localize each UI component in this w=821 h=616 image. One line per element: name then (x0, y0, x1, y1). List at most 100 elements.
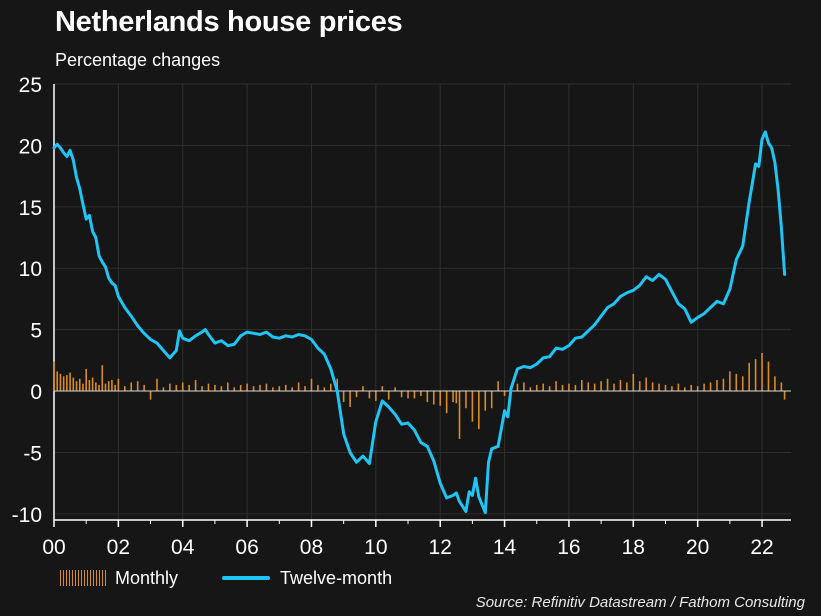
monthly-bar (696, 386, 699, 392)
y-tick-label: 15 (19, 197, 42, 220)
x-tick-label: 06 (235, 536, 258, 559)
monthly-bar (265, 383, 268, 392)
monthly-bar (169, 383, 171, 392)
twelve-month-line (52, 130, 787, 515)
x-tick-label: 02 (107, 536, 130, 559)
monthly-bar (658, 383, 660, 392)
monthly-bar (342, 391, 345, 403)
monthly-bar (101, 365, 104, 392)
monthly-bar (124, 386, 126, 392)
monthly-bar (252, 386, 255, 392)
monthly-bar (455, 391, 458, 404)
monthly-bar (233, 387, 236, 392)
monthly-bar (703, 383, 705, 392)
monthly-bar (426, 391, 429, 403)
monthly-bar (368, 391, 371, 399)
legend-item-twelve-month: Twelve-month (222, 568, 392, 589)
monthly-bar (130, 382, 133, 392)
monthly-bar (780, 382, 783, 392)
line-swatch-icon (222, 576, 271, 580)
monthly-bar (387, 391, 390, 400)
monthly-bar (117, 378, 120, 392)
monthly-bar (709, 382, 712, 392)
monthly-bar (400, 391, 403, 398)
x-tick-label: 20 (686, 536, 709, 559)
monthly-bar (465, 391, 467, 409)
y-tick-label: -10 (12, 504, 42, 527)
monthly-bar (587, 382, 590, 392)
monthly-bar (542, 383, 544, 392)
monthly-bar (407, 391, 409, 399)
source-note: Source: Refinitiv Datastream / Fathom Co… (475, 594, 805, 611)
monthly-bar (194, 379, 197, 392)
x-tick-label: 04 (171, 536, 195, 559)
monthly-bar (452, 391, 454, 403)
monthly-bar (104, 383, 107, 392)
monthly-bar (75, 381, 78, 392)
monthly-bar (66, 375, 68, 392)
monthly-bar (310, 378, 313, 392)
monthly-bar (214, 384, 216, 392)
monthly-bar (239, 384, 242, 392)
monthly-bar (149, 391, 152, 400)
monthly-bar (111, 379, 113, 392)
monthly-bar (91, 377, 94, 392)
monthly-bar (220, 386, 223, 392)
monthly-bar (181, 382, 184, 392)
x-tick-label: 00 (42, 536, 65, 559)
monthly-bar (626, 382, 628, 392)
x-tick-label: 12 (429, 536, 452, 559)
monthly-bar (98, 384, 100, 392)
monthly-bar (175, 384, 178, 392)
monthly-bar (664, 384, 667, 392)
monthly-bar (561, 384, 564, 392)
monthly-bars-swatch-icon (60, 570, 107, 586)
monthly-bar (336, 378, 339, 392)
monthly-bar (413, 391, 416, 399)
monthly-bar (754, 359, 757, 392)
legend-label-monthly: Monthly (115, 567, 179, 588)
monthly-bar (606, 378, 609, 392)
monthly-bar (593, 383, 596, 392)
monthly-bar (471, 391, 474, 422)
x-tick-label: 16 (557, 536, 580, 559)
monthly-bar (535, 384, 538, 392)
monthly-bar (638, 381, 641, 392)
monthly-bar (729, 371, 731, 392)
monthly-bar (741, 376, 744, 392)
monthly-bar (78, 378, 81, 392)
monthly-bar (735, 373, 738, 392)
monthly-bar (548, 386, 551, 392)
monthly-bar (478, 391, 480, 430)
monthly-bar (82, 383, 84, 392)
monthly-bar (600, 381, 602, 392)
chart-title: Netherlands house prices (55, 6, 403, 38)
x-tick-label: 08 (300, 536, 323, 559)
monthly-bar (317, 384, 319, 392)
monthly-bar (375, 391, 377, 401)
y-tick-label: 5 (30, 320, 42, 343)
monthly-bar (484, 391, 487, 411)
y-tick-label: 10 (19, 258, 42, 281)
monthly-bar (59, 373, 62, 392)
monthly-bar (162, 387, 165, 392)
monthly-bar (53, 361, 55, 392)
monthly-bar (297, 382, 300, 392)
monthly-bar (555, 381, 557, 392)
monthly-bar (188, 384, 190, 392)
monthly-bar (72, 377, 75, 392)
monthly-bar (632, 373, 635, 392)
chart-legend: Monthly Twelve-month (60, 566, 436, 590)
x-tick-label: 10 (364, 536, 387, 559)
monthly-bar (568, 383, 570, 392)
monthly-bar (716, 379, 718, 392)
x-tick-label: 14 (493, 536, 517, 559)
monthly-bar (272, 387, 274, 392)
y-tick-label: 0 (30, 381, 42, 404)
monthly-bar (107, 381, 110, 392)
monthly-bar (645, 377, 647, 392)
legend-item-monthly: Monthly (60, 568, 178, 589)
monthly-bar (783, 391, 786, 400)
monthly-bar (761, 352, 763, 392)
monthly-bar (284, 384, 287, 392)
